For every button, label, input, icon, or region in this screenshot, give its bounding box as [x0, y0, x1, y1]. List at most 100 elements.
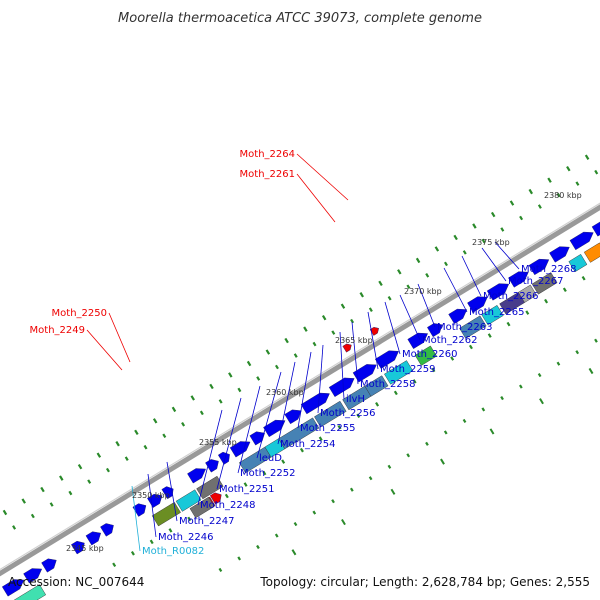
gene-label: Moth_2267 — [508, 276, 563, 287]
cds-arrow — [1, 579, 25, 597]
gene-label: Moth_2247 — [179, 516, 234, 527]
backbone-line — [0, 204, 600, 577]
gene-label: Moth_2264 — [240, 149, 295, 160]
kbp-label: 2380 kbp — [544, 191, 582, 200]
feature-box — [196, 475, 224, 500]
guide-dot — [49, 502, 54, 507]
guide-dot — [594, 169, 599, 175]
guide-dot — [30, 513, 35, 519]
leader-line — [297, 351, 312, 429]
cds-arrow — [569, 231, 594, 251]
gene-label: Moth_2266 — [483, 291, 538, 302]
kbp-tick — [390, 488, 396, 495]
guide-dot — [293, 353, 298, 358]
guide-dot — [412, 379, 417, 384]
cds-arrow — [205, 459, 219, 473]
guide-dot — [224, 493, 229, 499]
leader-line — [277, 361, 296, 445]
kbp-label: 2360 kbp — [266, 388, 304, 397]
leader-line — [131, 485, 141, 552]
dotted-guide-arcs — [2, 154, 599, 572]
guide-dot — [378, 280, 383, 287]
guide-dot — [387, 295, 392, 301]
leader-line — [494, 241, 520, 270]
guide-dot — [500, 395, 504, 401]
guide-dot — [162, 433, 167, 439]
leader-line — [86, 329, 123, 371]
guide-dot — [321, 314, 327, 321]
kbp-label: 2375 kbp — [472, 238, 510, 247]
cds-arrow — [100, 523, 114, 537]
guide-dot — [544, 298, 549, 304]
gene-label: Moth_2260 — [402, 349, 457, 360]
guide-dot — [406, 453, 411, 458]
guide-dot — [519, 215, 524, 221]
guide-dot — [218, 399, 223, 404]
cds-arrow — [467, 296, 488, 313]
gene-label: Moth_2256 — [320, 408, 375, 419]
cds-arrow — [23, 568, 43, 584]
guide-dot — [462, 418, 467, 424]
guide-dot — [115, 441, 120, 447]
leader-line — [399, 294, 421, 341]
red-feature — [209, 492, 222, 505]
guide-dot — [331, 330, 336, 335]
guide-dot — [575, 181, 580, 186]
cds-arrow — [549, 246, 570, 263]
gene-label: Moth_R0082 — [142, 546, 204, 557]
guide-dot — [299, 447, 304, 453]
guide-dot — [96, 452, 102, 458]
gene-label: Moth_2263 — [437, 322, 492, 333]
leader-line — [256, 371, 282, 459]
guide-dot — [350, 318, 355, 324]
topology-summary: Topology: circular; Length: 2,628,784 bp… — [259, 575, 590, 589]
guide-dot — [450, 356, 455, 361]
cds-arrow — [300, 392, 330, 415]
gene-label: Moth_2249 — [30, 325, 85, 336]
feature-box — [459, 315, 487, 339]
guide-dot — [318, 436, 323, 441]
guide-dot — [356, 413, 361, 419]
cds-arrow — [263, 419, 286, 438]
gene-label: Moth_2248 — [200, 500, 255, 511]
guide-dot — [209, 383, 214, 390]
feature-box — [481, 305, 504, 326]
guide-dot — [434, 246, 440, 252]
guide-dot — [556, 361, 561, 366]
feature-box — [151, 501, 181, 527]
guide-dot — [525, 310, 530, 315]
cds-arrow — [591, 219, 600, 237]
guide-dot — [168, 528, 173, 533]
leader-line — [481, 247, 507, 282]
kbp-tick — [588, 367, 594, 375]
cds-arrow — [427, 323, 443, 338]
guide-dot — [453, 234, 458, 241]
guide-dot — [21, 498, 26, 504]
cds-arrow — [85, 531, 102, 546]
guide-dot — [2, 509, 8, 516]
leader-line — [296, 173, 336, 223]
cds-arrow — [486, 283, 510, 301]
kbp-tick — [539, 398, 544, 405]
guide-dot — [425, 441, 429, 446]
gene-label: leuD — [259, 453, 282, 464]
guide-dot — [246, 360, 252, 367]
feature-box — [531, 272, 558, 295]
cds-arrow — [284, 409, 302, 425]
guide-dot — [487, 333, 492, 338]
guide-dot — [134, 429, 139, 435]
guide-dot — [152, 418, 158, 424]
guide-dot — [143, 444, 148, 450]
cds-arrow — [132, 503, 147, 517]
guide-dot — [500, 227, 505, 232]
leader-line — [166, 461, 178, 522]
genome-backbone — [0, 202, 600, 577]
guide-dot — [584, 154, 590, 160]
guide-dot — [293, 522, 298, 527]
cds-arrow — [448, 308, 468, 324]
kbp-ticks — [291, 367, 594, 556]
guide-dot — [303, 326, 308, 332]
guide-dot — [77, 463, 83, 470]
feature-box — [278, 417, 320, 450]
